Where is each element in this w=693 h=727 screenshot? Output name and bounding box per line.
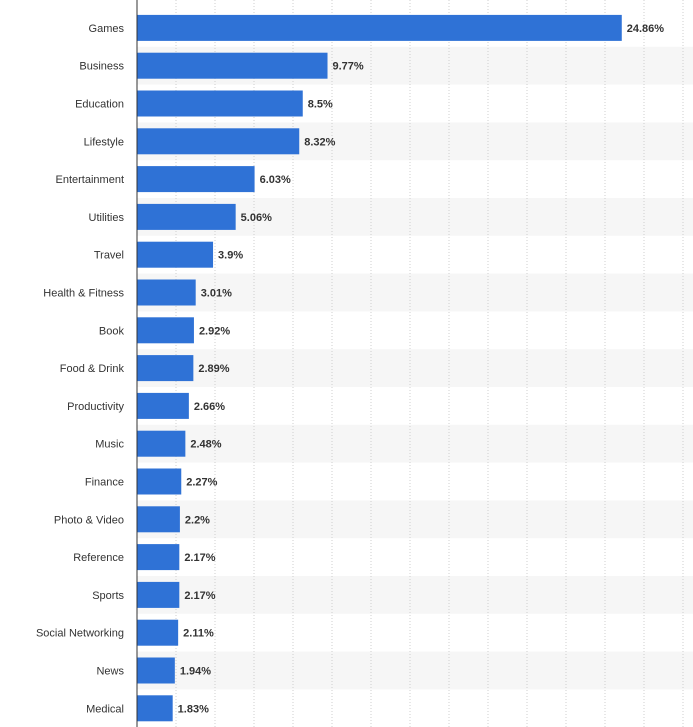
row-band xyxy=(137,500,693,539)
bar xyxy=(137,90,303,117)
value-label: 2.17% xyxy=(184,590,215,602)
value-label: 1.94% xyxy=(180,666,211,678)
row-band xyxy=(137,349,693,387)
value-label: 8.5% xyxy=(308,99,333,111)
row-band xyxy=(137,424,693,463)
bar xyxy=(137,14,622,41)
bar xyxy=(137,203,236,230)
bar xyxy=(137,657,175,684)
value-label: 3.9% xyxy=(218,250,243,262)
value-label: 9.77% xyxy=(333,61,364,73)
bar xyxy=(137,166,255,193)
value-label: 2.92% xyxy=(199,325,230,337)
value-label: 2.11% xyxy=(183,628,214,640)
row-band xyxy=(137,576,693,614)
bar xyxy=(137,695,173,722)
bar xyxy=(137,128,300,155)
bar xyxy=(137,506,180,533)
category-label: Education xyxy=(75,99,124,111)
category-label: Photo & Video xyxy=(54,514,124,526)
category-label: Entertainment xyxy=(56,174,124,186)
bar xyxy=(137,544,180,571)
bar xyxy=(137,241,214,268)
bar xyxy=(137,619,179,646)
value-label: 2.66% xyxy=(194,401,225,413)
value-label: 24.86% xyxy=(627,23,665,35)
value-label: 2.89% xyxy=(198,363,229,375)
bar xyxy=(137,392,189,419)
value-label: 2.2% xyxy=(185,514,210,526)
category-label: Games xyxy=(89,23,125,35)
row-band xyxy=(137,273,693,312)
bar xyxy=(137,468,182,495)
category-label: Book xyxy=(99,325,125,337)
category-label: Social Networking xyxy=(36,628,124,640)
value-label: 5.06% xyxy=(241,212,272,224)
bar xyxy=(137,279,196,306)
bar xyxy=(137,317,194,344)
value-label: 2.48% xyxy=(190,439,221,451)
value-label: 8.32% xyxy=(304,136,335,148)
category-label: Reference xyxy=(73,552,124,564)
category-label: Sports xyxy=(92,590,124,602)
value-label: 2.27% xyxy=(186,477,217,489)
category-label: Music xyxy=(95,439,124,451)
category-label: News xyxy=(96,666,124,678)
category-label: Health & Fitness xyxy=(43,288,124,300)
row-band xyxy=(137,651,693,690)
category-label: Lifestyle xyxy=(84,136,124,148)
value-label: 3.01% xyxy=(201,288,232,300)
value-label: 2.17% xyxy=(184,552,215,564)
value-label: 1.83% xyxy=(178,703,209,715)
category-label: Travel xyxy=(94,250,124,262)
bar xyxy=(137,52,328,79)
category-label: Utilities xyxy=(89,212,125,224)
category-label: Productivity xyxy=(67,401,124,413)
category-label: Business xyxy=(79,61,124,73)
value-label: 6.03% xyxy=(260,174,291,186)
bar xyxy=(137,355,194,382)
bar xyxy=(137,581,180,608)
category-label: Medical xyxy=(86,703,124,715)
category-label: Food & Drink xyxy=(60,363,125,375)
bar xyxy=(137,430,186,457)
category-label: Finance xyxy=(85,477,124,489)
